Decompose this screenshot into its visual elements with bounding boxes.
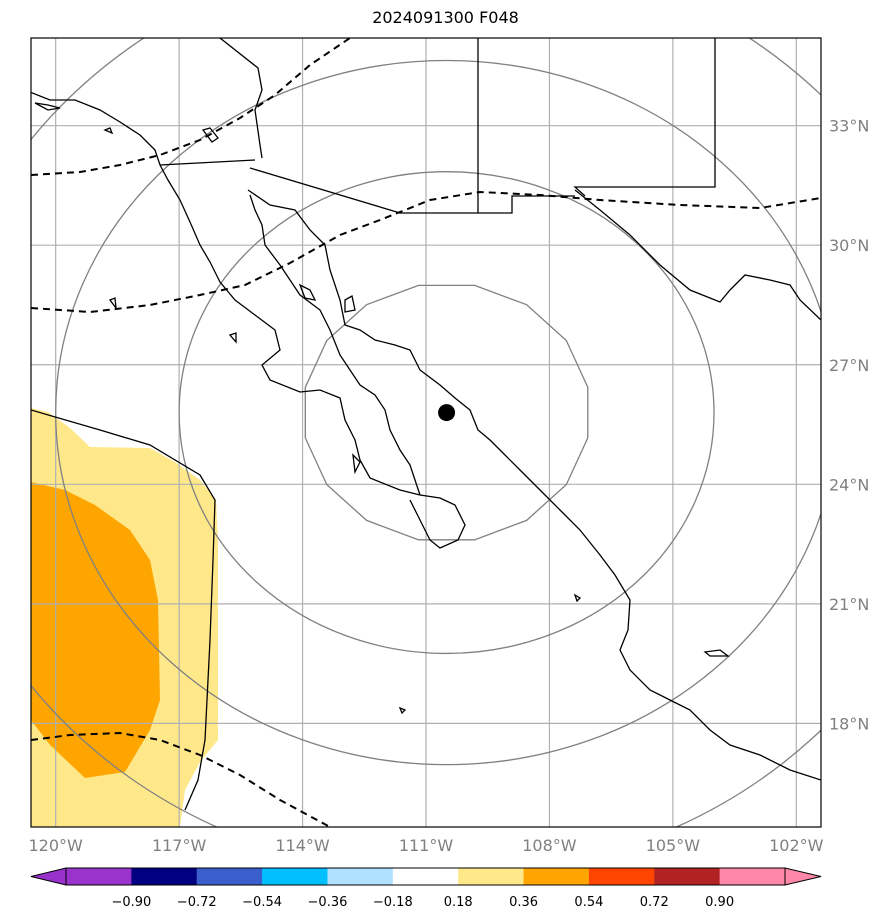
contour-north — [31, 38, 351, 176]
island — [201, 127, 219, 143]
colorbar-segment — [719, 868, 786, 885]
island — [398, 706, 407, 715]
island — [344, 294, 356, 313]
colorbar-segment — [131, 868, 198, 885]
coast-baja-west — [31, 91, 466, 549]
map-title: 2024091300 F048 — [372, 8, 519, 27]
lat-tick-label: 30°N — [829, 236, 869, 255]
colorbar-under-extension — [30, 867, 67, 886]
lat-tick-label: 27°N — [829, 356, 869, 375]
center-marker — [438, 404, 456, 422]
contour-south — [31, 731, 331, 827]
colorbar-frame — [65, 867, 786, 886]
colorbar-segment — [392, 868, 459, 885]
colorbar-tick-label: −0.72 — [177, 895, 217, 910]
island — [108, 297, 117, 311]
range-ring — [178, 171, 715, 655]
anomaly-fill-mid — [31, 482, 160, 778]
colorbar-segment — [523, 868, 590, 885]
coast-baja-east — [249, 194, 421, 496]
lon-tick-label: 105°W — [646, 836, 701, 855]
lon-tick-label: 108°W — [522, 836, 577, 855]
colorbar-tick-label: −0.36 — [308, 895, 348, 910]
lon-tick-label: 111°W — [399, 836, 454, 855]
colorbar-tick-label: 0.36 — [509, 895, 538, 910]
lat-tick-label: 18°N — [829, 714, 869, 733]
range-ring — [55, 59, 821, 766]
range-rings — [31, 38, 821, 827]
coast-gulf-texas — [574, 189, 821, 321]
graticule — [31, 38, 821, 827]
colorbar-tick-label: −0.90 — [111, 895, 151, 910]
island — [228, 332, 237, 344]
colorbar-segment — [458, 868, 525, 885]
coast-baja-south-line — [31, 409, 216, 811]
colorbar-segment — [654, 868, 721, 885]
colorbar-segment — [66, 868, 132, 885]
colorbar-segment — [327, 868, 394, 885]
colorbar-segment — [196, 868, 263, 885]
island — [34, 102, 61, 111]
colorbar-tick-label: −0.18 — [373, 895, 413, 910]
colorbar-tick-label: 0.54 — [574, 895, 603, 910]
map-frame — [30, 37, 822, 828]
lon-tick-label: 102°W — [769, 836, 824, 855]
lon-tick-label: 120°W — [29, 836, 84, 855]
range-ring — [304, 284, 589, 541]
contour-mid — [31, 190, 821, 314]
lon-tick-label: 117°W — [152, 836, 207, 855]
colorbar-tick-label: −0.54 — [242, 895, 282, 910]
lon-tick-label: 114°W — [275, 836, 330, 855]
island — [703, 649, 730, 657]
colorbar-tick-label: 0.72 — [640, 895, 669, 910]
lat-tick-labels: 33°N 30°N 27°N 24°N 21°N 18°N — [829, 117, 869, 734]
border-us-mexico — [159, 38, 716, 214]
island — [573, 593, 582, 603]
island — [103, 127, 114, 135]
colorbar: −0.90 −0.72 −0.54 −0.36 −0.18 0.18 0.36 0.54 0.7… — [30, 867, 822, 910]
lat-tick-label: 33°N — [829, 117, 869, 136]
island — [298, 283, 317, 301]
lat-tick-label: 24°N — [829, 475, 869, 494]
coastlines — [31, 38, 821, 811]
colorbar-tick-label: 0.90 — [705, 895, 734, 910]
lat-tick-label: 21°N — [829, 595, 869, 614]
colorbar-segment — [262, 868, 328, 885]
colorbar-over-extension — [784, 867, 822, 886]
colorbar-tick-label: 0.18 — [444, 895, 473, 910]
anomaly-fill — [31, 408, 218, 827]
dashed-contours — [31, 38, 821, 827]
lon-tick-labels: 120°W 117°W 114°W 111°W 108°W 105°W 102°W — [29, 836, 824, 855]
colorbar-segment — [588, 868, 655, 885]
coast-mexico-mainland — [247, 189, 821, 781]
border-california — [219, 38, 263, 159]
island — [352, 453, 361, 475]
